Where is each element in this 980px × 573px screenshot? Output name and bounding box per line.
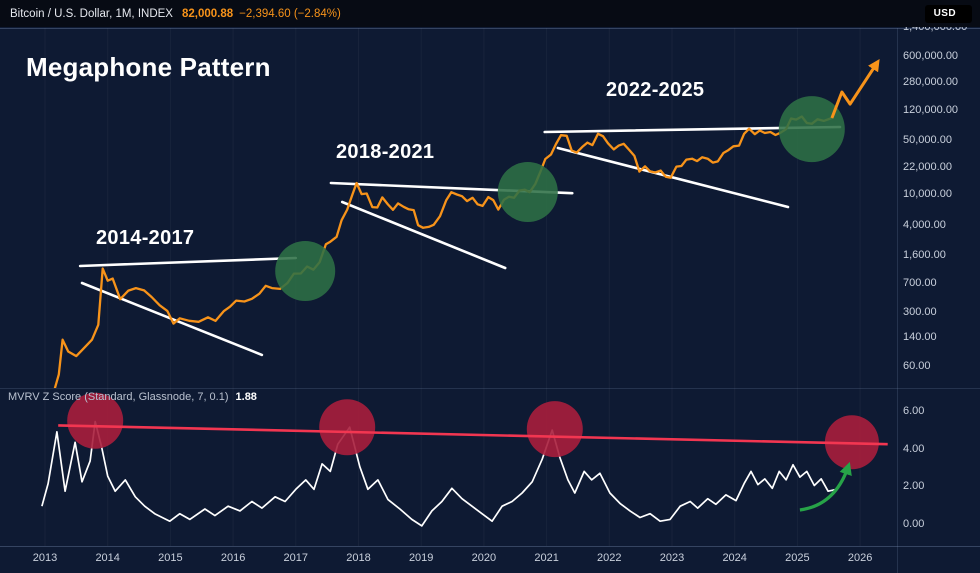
- mvrv-axis-label: 2.00: [903, 480, 925, 493]
- time-axis-label: 2019: [408, 552, 434, 564]
- price-axis-label: 60.00: [903, 360, 931, 372]
- time-axis-label: 2018: [346, 552, 371, 564]
- mvrv-axis-label: 6.00: [903, 405, 925, 418]
- price-axis-label: 700.00: [903, 277, 937, 290]
- symbol-title[interactable]: Bitcoin / U.S. Dollar, 1M, INDEX: [10, 7, 173, 20]
- breakout-circle[interactable]: [275, 241, 336, 301]
- pattern-label-2018-2021[interactable]: 2018-2021: [336, 141, 435, 163]
- mvrv-axis-label: 4.00: [903, 442, 925, 455]
- time-axis-label: 2015: [158, 552, 183, 564]
- price-axis-label: 22,000.00: [903, 161, 952, 174]
- time-axis-label: 2025: [785, 552, 810, 564]
- time-axis-label: 2017: [283, 552, 309, 564]
- price-change: −2,394.60 (−2.84%): [239, 7, 341, 20]
- time-axis-label: 2013: [32, 552, 58, 564]
- mvrv-axis-label: 0.00: [903, 518, 925, 530]
- time-axis-label: 2021: [534, 552, 559, 564]
- projection-arrow[interactable]: [830, 58, 880, 119]
- price-axis-label: 280,000.00: [903, 75, 959, 88]
- pattern-label-2022-2025[interactable]: 2022-2025: [606, 79, 705, 101]
- time-axis-label: 2022: [597, 552, 622, 564]
- price-axis-label: 50,000.00: [903, 133, 952, 146]
- currency-toggle-button[interactable]: USD: [924, 4, 972, 23]
- mvrv-value: 1.88: [235, 391, 257, 403]
- megaphone-trendline[interactable]: [78, 256, 298, 268]
- megaphone-trendline[interactable]: [556, 146, 790, 209]
- time-axis[interactable]: 2013 2014 2015 2016 2017 2018 2019 2020 2021 2022…: [0, 546, 897, 573]
- time-axis-label: 2023: [659, 552, 685, 564]
- pattern-label-2014-2017[interactable]: 2014-2017: [96, 227, 195, 249]
- price-axis-label: 120,000.00: [903, 104, 959, 117]
- price-axis-label: 300.00: [903, 305, 937, 318]
- mvrv-trendline[interactable]: [58, 424, 888, 446]
- time-axis-label: 2014: [95, 552, 120, 564]
- breakout-circle[interactable]: [497, 162, 558, 222]
- mvrv-peak-circle[interactable]: [526, 401, 583, 458]
- time-axis-label: 2020: [471, 552, 497, 564]
- mvrv-legend-title[interactable]: MVRV Z Score (Standard, Glassnode, 7, 0.…: [8, 391, 229, 403]
- price-axis-label: 600,000.00: [903, 50, 959, 62]
- btc-price-line[interactable]: [42, 115, 834, 419]
- chart-title-annotation[interactable]: Megaphone Pattern: [26, 52, 271, 82]
- price-axis-label: 1,600.00: [903, 249, 946, 262]
- time-axis-label: 2016: [220, 552, 246, 564]
- symbol-header: Bitcoin / U.S. Dollar, 1M, INDEX 82,000.…: [0, 0, 980, 27]
- mvrv-line[interactable]: [41, 420, 836, 527]
- price-axis-label: 10,000.00: [903, 187, 952, 200]
- time-axis-label: 2024: [722, 552, 747, 564]
- mvrv-legend: MVRV Z Score (Standard, Glassnode, 7, 0.…: [8, 391, 257, 403]
- time-axis-label: 2026: [847, 552, 873, 564]
- price-axis-label: 4,000.00: [903, 218, 946, 231]
- megaphone-trendline[interactable]: [340, 200, 507, 270]
- mvrv-peak-circle[interactable]: [319, 399, 376, 456]
- mvrv-up-arrow[interactable]: [799, 461, 852, 512]
- last-price: 82,000.88: [181, 7, 234, 20]
- price-axis-label: 140.00: [903, 331, 937, 344]
- breakout-circle[interactable]: [778, 96, 845, 163]
- mvrv-peak-circle[interactable]: [67, 392, 124, 449]
